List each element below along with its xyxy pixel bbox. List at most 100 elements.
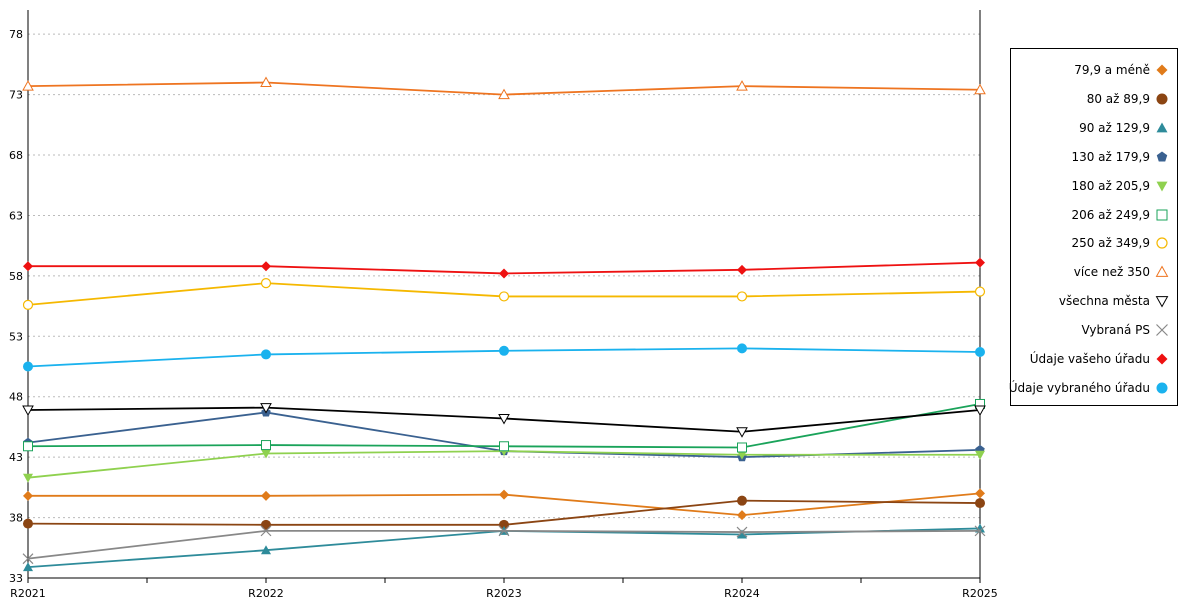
data-point [23, 361, 33, 372]
series-10 [23, 257, 985, 279]
y-tick-label: 53 [9, 330, 23, 343]
legend-marker [1156, 209, 1168, 220]
data-point [261, 349, 271, 360]
series-0 [23, 488, 985, 521]
legend-marker [1155, 296, 1169, 308]
series-6 [22, 278, 986, 310]
legend-marker [1155, 265, 1169, 278]
series-1 [23, 495, 985, 530]
legend-marker [1156, 382, 1168, 394]
data-point [975, 257, 985, 268]
x-tick-label: R2021 [10, 587, 46, 600]
data-point [261, 261, 271, 272]
series-8 [22, 403, 986, 438]
data-point [23, 261, 33, 272]
legend-label: 90 až 129,9 [1079, 120, 1150, 135]
data-point [260, 76, 272, 88]
legend-label: 130 až 179,9 [1071, 149, 1150, 164]
series-7 [22, 76, 986, 100]
data-point [737, 442, 747, 453]
data-point [974, 525, 986, 537]
data-point [737, 495, 747, 506]
data-point [261, 519, 271, 530]
legend-marker [1156, 93, 1168, 105]
y-tick-label: 33 [9, 572, 23, 585]
x-tick-label: R2022 [248, 587, 284, 600]
data-point [22, 553, 34, 565]
legend-label: všechna města [1058, 294, 1150, 309]
legend-item: 80 až 89,9 [1087, 90, 1169, 108]
legend-marker [1156, 353, 1168, 365]
data-point [23, 562, 33, 572]
data-point [737, 450, 747, 460]
data-point [261, 449, 271, 459]
x-tick-label: R2025 [962, 587, 998, 600]
data-point [23, 490, 33, 501]
x-tick-label: R2024 [724, 587, 760, 600]
legend-item: Údaje vybraného úřadu [1009, 379, 1169, 397]
data-point [974, 405, 986, 417]
legend-marker [1156, 237, 1168, 249]
series-11 [23, 343, 985, 372]
legend-item: 90 až 129,9 [1079, 119, 1169, 137]
data-point [737, 529, 747, 539]
data-point [498, 88, 510, 100]
data-point [498, 291, 510, 302]
data-point [22, 80, 34, 91]
legend-label: 79,9 a méně [1074, 63, 1150, 77]
legend-marker [1156, 151, 1168, 162]
series-9 [22, 525, 986, 565]
series-lines [22, 76, 986, 572]
legend-marker [1156, 122, 1168, 133]
data-point [737, 264, 747, 275]
data-point [261, 545, 271, 555]
data-point [499, 441, 509, 452]
y-tick-label: 78 [9, 28, 23, 41]
legend-label: 80 až 89,9 [1086, 91, 1150, 106]
data-point [737, 343, 747, 354]
y-tick-label: 48 [9, 391, 23, 404]
legend-item: 79,9 a méně [1074, 61, 1169, 79]
legend-item: 180 až 205,9 [1071, 177, 1169, 195]
data-point [499, 519, 509, 530]
data-point [975, 450, 985, 460]
data-point [736, 291, 748, 302]
legend-item: Vybraná PS [1081, 321, 1169, 339]
y-tick-label: 68 [9, 149, 23, 162]
legend-item: všechna města [1059, 292, 1169, 310]
data-point [498, 525, 510, 537]
legend-item: 130 až 179,9 [1071, 148, 1169, 166]
data-point [23, 518, 33, 529]
legend-item: 206 až 249,9 [1071, 206, 1169, 224]
legend-label: Údaje vybraného úřadu [1008, 380, 1150, 395]
legend-item: Údaje vašeho úřadu [1030, 350, 1169, 368]
data-point [22, 299, 34, 310]
legend-label: více než 350 [1073, 265, 1150, 280]
data-point [261, 490, 271, 501]
data-point [974, 83, 986, 95]
legend-marker [1156, 181, 1168, 192]
data-point [260, 525, 272, 537]
data-point [499, 268, 509, 279]
data-point [975, 347, 985, 358]
y-tick-label: 43 [9, 451, 23, 464]
series-line [27, 529, 981, 560]
y-tick-label: 58 [9, 270, 23, 283]
data-point [736, 526, 748, 538]
data-point [260, 403, 272, 414]
legend-label: Údaje vašeho úřadu [1029, 352, 1150, 366]
data-point [260, 278, 272, 289]
data-point [22, 405, 34, 417]
data-point [498, 413, 510, 425]
series-4 [23, 447, 985, 483]
data-point [23, 441, 33, 452]
data-point [974, 286, 986, 297]
legend-label: 206 až 249,9 [1071, 207, 1150, 222]
legend-marker [1156, 64, 1168, 76]
y-tick-label: 63 [9, 209, 23, 222]
legend-item: více než 350 [1074, 263, 1169, 281]
legend-label: Vybraná PS [1081, 323, 1150, 338]
data-point [736, 80, 748, 91]
x-tick-label: R2023 [486, 587, 522, 600]
